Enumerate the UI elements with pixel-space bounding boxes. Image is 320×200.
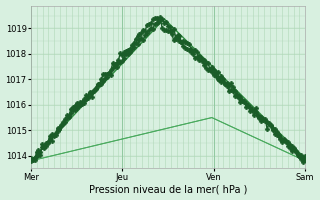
X-axis label: Pression niveau de la mer( hPa ): Pression niveau de la mer( hPa )	[89, 184, 247, 194]
